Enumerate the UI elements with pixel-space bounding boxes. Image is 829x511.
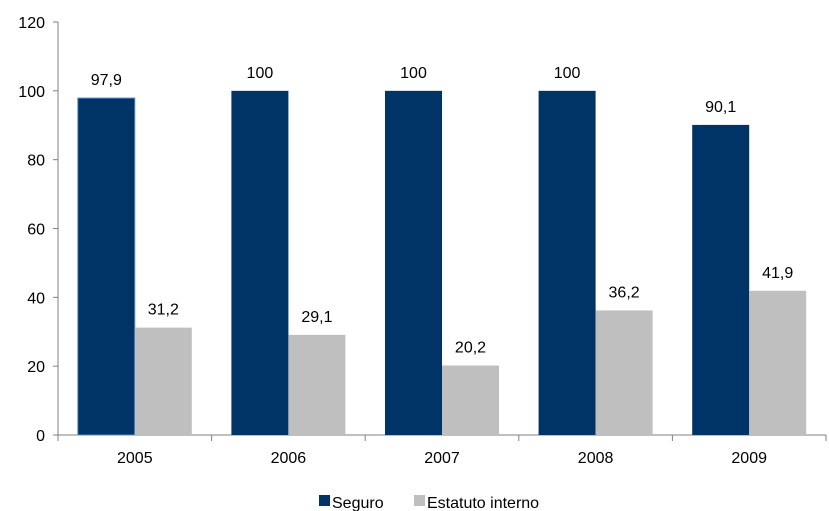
bar-seguro — [538, 90, 596, 435]
x-tick-label: 2009 — [731, 450, 767, 467]
plot-area: 0 20 40 60 80 100 120 97,9 31,2 2005 100 29,1 2006 10… — [18, 15, 827, 467]
bar-estatuto-interno — [288, 334, 346, 435]
x-tick-label: 2006 — [271, 450, 307, 467]
x-tick-label: 2005 — [117, 450, 153, 467]
legend-label-seguro: Seguro — [332, 495, 384, 511]
y-tick-label: 40 — [27, 290, 45, 307]
data-label-seguro: 90,1 — [705, 99, 736, 116]
data-label-estatuto-interno: 31,2 — [148, 302, 179, 319]
y-tick-label: 80 — [27, 153, 45, 170]
legend-label-estatuto-interno: Estatuto interno — [427, 495, 539, 511]
bar-estatuto-interno — [442, 365, 499, 435]
bar-seguro — [692, 124, 750, 436]
x-tick-label: 2008 — [578, 450, 614, 467]
legend: Seguro Estatuto interno — [319, 495, 539, 511]
y-tick-label: 120 — [18, 15, 45, 32]
data-label-seguro: 100 — [554, 65, 581, 82]
y-tick-label: 20 — [27, 359, 45, 376]
bar-seguro — [231, 90, 289, 435]
data-label-estatuto-interno: 29,1 — [301, 309, 332, 326]
bar-seguro — [385, 90, 442, 435]
y-tick-label: 0 — [36, 428, 45, 445]
data-label-estatuto-interno: 20,2 — [455, 339, 486, 356]
legend-swatch-seguro — [319, 495, 330, 506]
data-label-seguro: 100 — [247, 65, 274, 82]
data-label-seguro: 100 — [400, 65, 427, 82]
bar-seguro — [77, 97, 136, 436]
bar-estatuto-interno — [134, 327, 192, 435]
x-tick-label: 2007 — [424, 450, 460, 467]
y-tick-label: 60 — [27, 222, 45, 239]
legend-swatch-estatuto-interno — [414, 495, 425, 506]
data-label-estatuto-interno: 41,9 — [762, 265, 793, 282]
bar-estatuto-interno — [749, 290, 807, 435]
y-tick-label: 100 — [18, 84, 45, 101]
data-label-seguro: 97,9 — [91, 72, 122, 89]
bar-estatuto-interno — [595, 310, 653, 435]
data-label-estatuto-interno: 36,2 — [609, 284, 640, 301]
